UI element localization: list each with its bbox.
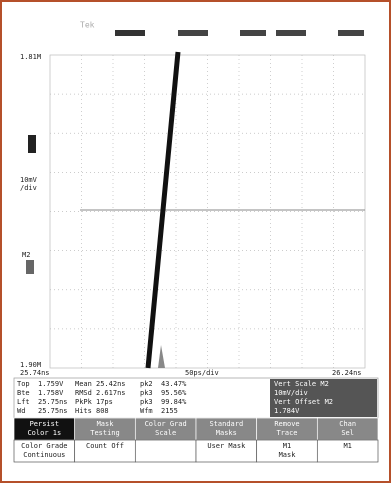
screen: Tek 1.81M 10mV /div M2 1.90M 25.74ns 50p… (0, 0, 391, 483)
top-label: 1.81M (20, 53, 41, 61)
readout-text: pk3 (140, 389, 153, 397)
menu-label: Standard (209, 420, 243, 428)
top-button[interactable] (276, 30, 306, 36)
readout-text: PkPk (75, 398, 93, 406)
sub-label: Mask (279, 451, 297, 459)
time-left: 25.74ns (20, 369, 50, 377)
readout-text: Hits (75, 407, 92, 415)
channel-marker (28, 135, 36, 153)
menu-label: Color Grad (145, 420, 187, 428)
menu-label: Sel (341, 429, 354, 437)
offset-marker (26, 260, 34, 274)
menu-label: Mask (97, 420, 115, 428)
readout-text: 99.84% (161, 398, 187, 406)
bottom-label: 1.90M (20, 361, 41, 369)
sub-label: M1 (283, 442, 291, 450)
menu-label: Trace (276, 429, 297, 437)
time-right: 26.24ns (332, 369, 362, 377)
side-text: Vert Offset M2 (274, 398, 333, 406)
sub-label: Color Grade (21, 442, 67, 450)
sub-label: Continuous (23, 451, 65, 459)
readout-text: 2155 (161, 407, 178, 415)
menu-label: Persist (30, 420, 60, 428)
div-label: /div (20, 184, 37, 192)
sub-label: M1 (343, 442, 351, 450)
readout-text: Mean (75, 380, 92, 388)
readout-text: 1.759V (38, 380, 64, 388)
volts-label: 10mV (20, 176, 38, 184)
readout-text: Top (17, 380, 30, 388)
readout-text: 95.56% (161, 389, 187, 397)
time-per-div: 50ps/div (185, 369, 219, 377)
readout-text: Bte (17, 389, 30, 397)
readout-text: 43.47% (161, 380, 187, 388)
readout-text: 1.758V (38, 389, 64, 397)
top-button[interactable] (178, 30, 208, 36)
readout-text: pk2 (140, 380, 153, 388)
menu-label: Masks (216, 429, 237, 437)
sub-label: User Mask (207, 442, 246, 450)
menu-label: Color 1s (27, 429, 61, 437)
marker-label: M2 (22, 251, 30, 259)
readout-text: 2.617ns (96, 389, 126, 397)
readout-text: Wd (17, 407, 25, 415)
menu-label: Remove (274, 420, 299, 428)
readout-text: 17ps (96, 398, 113, 406)
top-button[interactable] (338, 30, 364, 36)
readout-text: Wfm (140, 407, 153, 415)
sub-button[interactable] (135, 440, 196, 462)
menu-label: Testing (90, 429, 120, 437)
readout-text: pk3 (140, 398, 153, 406)
readout-text: 25.75ns (38, 407, 68, 415)
readout-text: 808 (96, 407, 109, 415)
menu-label: Scale (155, 429, 176, 437)
menu-label: Chan (339, 420, 356, 428)
readout-text: 25.42ns (96, 380, 126, 388)
readout-text: 25.75ns (38, 398, 68, 406)
top-button[interactable] (115, 30, 145, 36)
side-text: Vert Scale M2 (274, 380, 329, 388)
side-text: 1.784V (274, 407, 300, 415)
side-text: 10mV/div (274, 389, 308, 397)
readout-text: Lft (17, 398, 30, 406)
readout-text: RMSd (75, 389, 92, 397)
brand: Tek (80, 21, 95, 30)
sub-label: Count Off (86, 442, 124, 450)
top-button[interactable] (240, 30, 266, 36)
